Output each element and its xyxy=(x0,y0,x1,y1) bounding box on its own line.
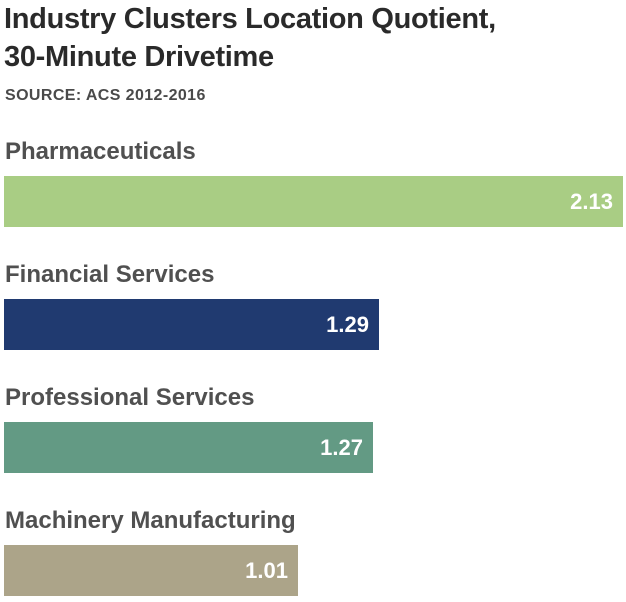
bar xyxy=(4,422,373,473)
value-label: 1.29 xyxy=(326,312,369,337)
value-label: 1.01 xyxy=(245,558,288,583)
category-label: Financial Services xyxy=(5,261,215,288)
bar xyxy=(4,545,298,596)
chart-title: Industry Clusters Location Quotient, 30-… xyxy=(4,3,496,73)
category-label: Pharmaceuticals xyxy=(5,138,196,165)
value-label: 2.13 xyxy=(570,189,613,214)
value-label: 1.27 xyxy=(320,435,363,460)
category-label: Professional Services xyxy=(5,384,255,411)
bar xyxy=(4,176,623,227)
category-label: Machinery Manufacturing xyxy=(5,507,296,534)
bar xyxy=(4,299,379,350)
chart-subtitle: SOURCE: ACS 2012-2016 xyxy=(5,87,206,104)
